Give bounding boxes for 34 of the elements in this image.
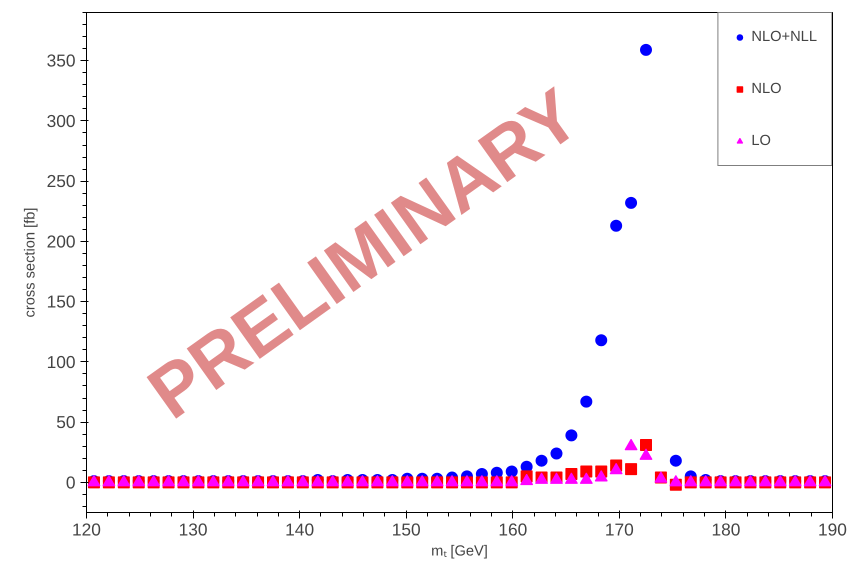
x-tick-label: 150 — [392, 520, 421, 540]
y-tick-label: 150 — [46, 292, 76, 312]
x-tick-label: 160 — [498, 520, 528, 540]
legend-label: NLO+NLL — [751, 29, 817, 45]
y-axis-title: cross section [fb] — [22, 208, 39, 318]
point — [625, 196, 638, 209]
x-tick-label: 190 — [818, 520, 847, 540]
point — [670, 454, 682, 467]
x-axis-title: mₜ [GeV] — [431, 544, 488, 560]
y-tick-label: 200 — [46, 231, 76, 252]
x-tick-label: 140 — [285, 520, 314, 540]
y-tick-label: 300 — [46, 110, 76, 131]
point — [580, 396, 592, 408]
y-tick-label: 350 — [46, 50, 76, 71]
x-tick-label: 120 — [72, 520, 101, 540]
legend-label: NLO — [751, 81, 782, 97]
x-tick-label: 170 — [604, 520, 634, 540]
x-tick-label: 180 — [711, 520, 740, 540]
legend-label: LO — [751, 133, 772, 149]
point — [625, 463, 638, 476]
point — [536, 454, 548, 467]
point — [506, 466, 518, 478]
y-tick-label: 100 — [46, 352, 76, 372]
point — [640, 44, 652, 56]
x-tick-label: 130 — [178, 520, 208, 540]
y-tick-label: 250 — [46, 171, 76, 192]
y-tick-label: 0 — [66, 472, 76, 492]
point — [594, 470, 608, 482]
y-tick-label: 50 — [56, 412, 76, 432]
point — [640, 439, 652, 452]
point — [565, 429, 578, 442]
point — [595, 334, 608, 346]
point — [550, 447, 562, 460]
point — [610, 220, 622, 232]
